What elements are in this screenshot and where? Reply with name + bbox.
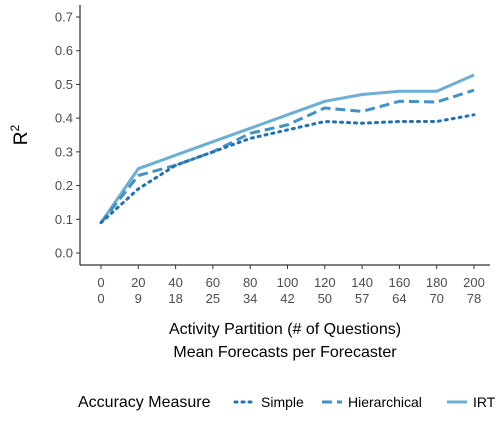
x-axis-title-secondary: Mean Forecasts per Forecaster — [173, 344, 397, 361]
y-tick-label: 0.3 — [55, 144, 73, 159]
x-tick-label-secondary: 42 — [280, 291, 294, 306]
y-tick-label: 0.2 — [55, 178, 73, 193]
legend-title: Accuracy Measure — [78, 394, 211, 411]
series-line-simple — [99, 113, 476, 225]
x-tick-label: 20 — [131, 275, 145, 290]
x-tick-label-secondary: 50 — [318, 291, 332, 306]
series-line-irt — [99, 73, 475, 224]
x-tick-label: 120 — [314, 275, 336, 290]
y-axis-title-base: R — [11, 131, 32, 145]
plot-series — [99, 73, 476, 225]
legend-label-hierarchical: Hierarchical — [348, 394, 422, 410]
legend-label-simple: Simple — [261, 394, 304, 410]
x-tick-label: 80 — [243, 275, 257, 290]
y-ticks: 0.0 0.1 0.2 0.3 0.4 0.5 0.6 0.7 — [55, 10, 80, 261]
x-tick-label: 180 — [426, 275, 448, 290]
x-tick-label: 160 — [389, 275, 411, 290]
x-tick-label-secondary: 25 — [206, 291, 220, 306]
x-tick-label-secondary: 64 — [392, 291, 406, 306]
x-tick-label-secondary: 57 — [355, 291, 369, 306]
x-tick-label: 100 — [277, 275, 299, 290]
y-tick-label: 0.7 — [55, 10, 73, 25]
x-tick-label-secondary: 18 — [168, 291, 182, 306]
x-tick-label-secondary: 34 — [243, 291, 257, 306]
x-tick-label: 40 — [168, 275, 182, 290]
x-tick-label: 60 — [206, 275, 220, 290]
y-tick-label: 0.6 — [55, 43, 73, 58]
x-tick-label-secondary: 9 — [135, 291, 142, 306]
x-tick-label-secondary: 78 — [467, 291, 481, 306]
y-tick-label: 0.1 — [55, 212, 73, 227]
y-tick-label: 0.4 — [55, 111, 73, 126]
x-tick-label-secondary: 70 — [429, 291, 443, 306]
y-tick-label: 0.5 — [55, 77, 73, 92]
y-axis-title: R2 — [8, 124, 32, 145]
series-line-hierarchical — [99, 88, 475, 224]
x-tick-label-secondary: 0 — [97, 291, 104, 306]
x-axis-title: Activity Partition (# of Questions) — [169, 321, 401, 338]
legend: Accuracy Measure Simple Hierarchical IRT — [78, 394, 496, 411]
x-tick-label: 140 — [351, 275, 373, 290]
x-tick-label: 0 — [97, 275, 104, 290]
y-axis-title-sup: 2 — [8, 124, 22, 131]
x-tick-label: 200 — [463, 275, 485, 290]
y-tick-label: 0.0 — [55, 246, 73, 261]
legend-label-irt: IRT — [473, 394, 496, 410]
